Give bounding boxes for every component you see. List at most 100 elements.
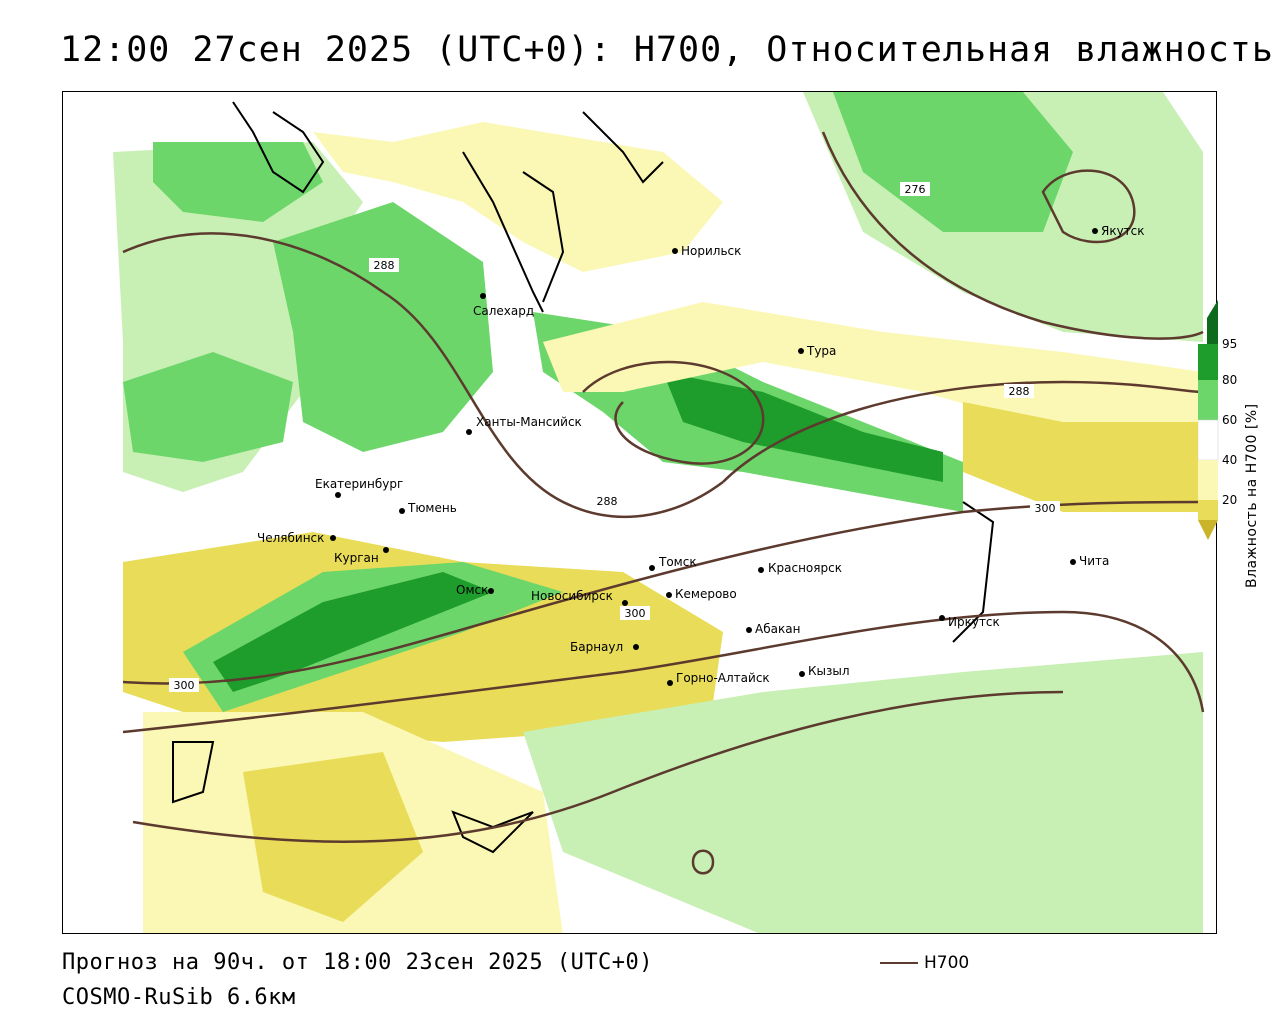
city-barnaul: Барнаул [570, 640, 639, 654]
svg-text:288: 288 [1009, 385, 1030, 398]
humidity-area-dry-center [543, 302, 1203, 452]
h700-legend-line [880, 962, 918, 964]
city-novosibirsk: Новосибирск [531, 589, 628, 606]
humidity-area-saturated-center [663, 372, 943, 482]
colorbar-band-20 [1198, 500, 1218, 520]
city-khanty-mansiysk: Ханты-Мансийск [466, 415, 582, 435]
contour-label-6: 300 [620, 606, 650, 620]
svg-text:300: 300 [1035, 502, 1056, 515]
city-kurgan: Курган [334, 547, 389, 565]
svg-text:Курган: Курган [334, 551, 379, 565]
city-irkutsk: Иркутск [939, 615, 1000, 629]
humidity-field [113, 92, 1203, 933]
city-tyumen: Тюмень [399, 501, 457, 515]
model-name: COSMO-RuSib 6.6км [62, 985, 296, 1010]
forecast-info: Прогноз на 90ч. от 18:00 23сен 2025 (UTC… [62, 950, 654, 975]
contour-labels: 288 276 288 288 300 300 [169, 182, 1060, 692]
contour-label-1: 288 [369, 258, 399, 272]
city-markers: Норильск Якутск Салехард Тура Ханты-Манс… [257, 224, 1145, 686]
colorbar-tick-20: 20 [1222, 493, 1237, 507]
svg-text:Тюмень: Тюмень [407, 501, 457, 515]
svg-text:Ханты-Мансийск: Ханты-Мансийск [476, 415, 582, 429]
svg-text:Барнаул: Барнаул [570, 640, 623, 654]
city-chita: Чита [1070, 554, 1109, 568]
contour-300-south [122, 610, 1205, 734]
svg-text:Челябинск: Челябинск [257, 531, 324, 545]
map-panel: 288 276 288 288 300 300 [62, 91, 1217, 934]
svg-text:Кызыл: Кызыл [808, 664, 850, 678]
contour-ring-south [691, 849, 715, 875]
contour-label-3: 288 [592, 494, 622, 508]
colorbar-band-40 [1198, 460, 1218, 500]
colorbar-title: Влажность на H700 [%] [1244, 403, 1260, 588]
svg-text:Якутск: Якутск [1101, 224, 1145, 238]
city-gorno-altaysk: Горно-Алтайск [667, 671, 770, 686]
svg-text:Екатеринбург: Екатеринбург [315, 477, 403, 491]
colorbar-tick-40: 40 [1222, 453, 1237, 467]
h700-legend-label: H700 [924, 953, 970, 973]
city-tura: Тура [798, 344, 836, 358]
svg-text:Салехард: Салехард [473, 304, 534, 318]
colorbar-band-60 [1198, 419, 1219, 461]
svg-text:Абакан: Абакан [755, 622, 800, 636]
city-yekaterinburg: Екатеринбург [315, 477, 403, 498]
city-norilsk: Норильск [672, 244, 741, 258]
svg-text:Горно-Алтайск: Горно-Алтайск [676, 671, 770, 685]
colorbar-band-95 [1198, 344, 1218, 380]
svg-text:Новосибирск: Новосибирск [531, 589, 613, 603]
humidity-area-wet-northwest [153, 142, 323, 222]
contour-288-loop [582, 360, 765, 465]
coastline [172, 101, 995, 854]
humidity-area-wet-ural-core [123, 352, 293, 462]
colorbar-tick-60: 60 [1222, 413, 1237, 427]
svg-text:300: 300 [625, 607, 646, 620]
svg-text:Норильск: Норильск [681, 244, 741, 258]
city-kemerovo: Кемерово [666, 587, 737, 601]
svg-text:Тура: Тура [806, 344, 836, 358]
svg-text:Чита: Чита [1079, 554, 1109, 568]
contour-288-west [122, 232, 724, 519]
humidity-area-saturated-south [213, 572, 493, 692]
svg-text:Омск: Омск [456, 583, 488, 597]
h700-legend: H700 [880, 953, 969, 973]
colorbar-tick-80: 80 [1222, 373, 1237, 387]
city-chelyabinsk: Челябинск [257, 531, 336, 545]
svg-text:Томск: Томск [658, 555, 697, 569]
contour-label-2: 276 [900, 182, 930, 196]
humidity-area-wet-northeast-core [833, 92, 1073, 232]
colorbar-cap-bottom [1198, 520, 1218, 540]
humidity-area-dry-north [313, 122, 723, 272]
contour-276-northeast [821, 131, 1204, 340]
contour-label-4: 288 [1004, 384, 1034, 398]
contour-288-east [722, 380, 1204, 483]
contour-300-far-south [132, 690, 1064, 843]
svg-text:276: 276 [905, 183, 926, 196]
h700-contours [122, 131, 1205, 875]
contour-ring-yakutsk [1041, 169, 1136, 244]
city-krasnoyarsk: Красноярск [758, 561, 842, 575]
city-salekhard: Салехард [473, 293, 534, 318]
contour-label-5: 300 [1030, 501, 1060, 515]
svg-text:Красноярск: Красноярск [768, 561, 842, 575]
svg-text:288: 288 [374, 259, 395, 272]
city-yakutsk: Якутск [1092, 224, 1145, 238]
svg-text:300: 300 [174, 679, 195, 692]
svg-text:288: 288 [597, 495, 618, 508]
svg-text:Иркутск: Иркутск [948, 615, 1000, 629]
map-title: 12:00 27сен 2025 (UTC+0): H700, Относите… [60, 30, 1274, 70]
humidity-area-very-dry-east [963, 402, 1203, 512]
city-tomsk: Томск [649, 555, 697, 571]
humidity-area-wet-west-siberia [273, 202, 493, 452]
contour-label-7: 300 [169, 678, 199, 692]
colorbar-band-80 [1198, 380, 1218, 420]
city-abakan: Абакан [746, 622, 800, 636]
humidity-map: 288 276 288 288 300 300 [113, 92, 1205, 933]
colorbar-cap-top [1207, 300, 1218, 344]
svg-text:Кемерово: Кемерово [675, 587, 737, 601]
city-omsk: Омск [456, 583, 494, 597]
city-kyzyl: Кызыл [799, 664, 850, 678]
humidity-area-very-dry-southwest [243, 752, 423, 922]
colorbar-tick-95: 95 [1222, 337, 1237, 351]
contour-300-main [122, 500, 1204, 685]
humidity-colorbar: 95 80 60 40 20 [1198, 300, 1237, 540]
